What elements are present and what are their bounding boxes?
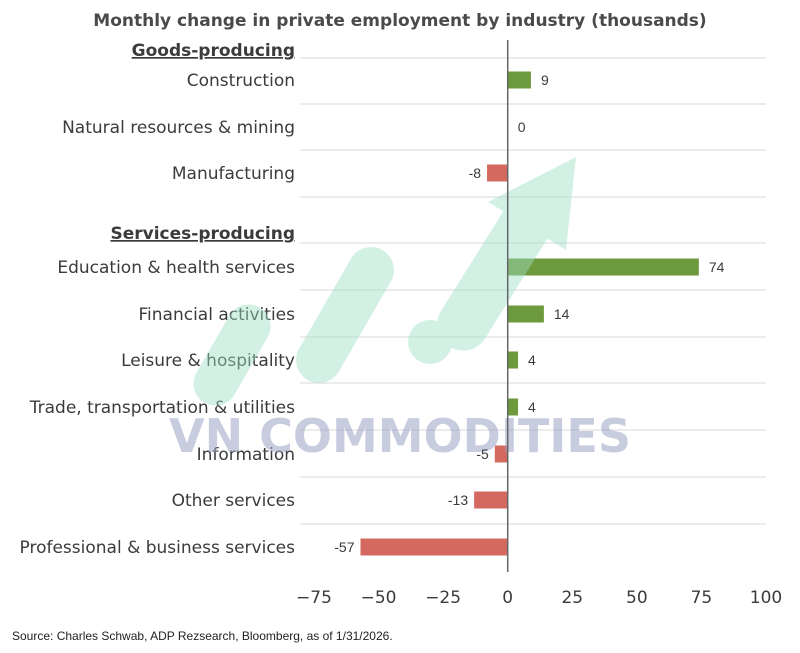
bar [507, 258, 699, 276]
source-note: Source: Charles Schwab, ADP Rezsearch, B… [12, 629, 393, 643]
group-header: Services-producing [110, 224, 295, 244]
category-label: Natural resources & mining [62, 118, 295, 138]
watermark-arrow-shaft [437, 194, 555, 351]
watermark-arrow-head [488, 157, 576, 250]
x-tick-label: 25 [561, 588, 583, 608]
bar [474, 491, 508, 509]
bar [507, 398, 519, 416]
bar [507, 305, 544, 323]
value-labels: 9 0 -8 74 14 4 4 -5 -13 -57 [334, 72, 724, 555]
category-label: Construction [187, 71, 295, 91]
group-header: Goods-producing [132, 41, 295, 61]
bar [487, 164, 508, 182]
category-label: Trade, transportation & utilities [29, 398, 295, 418]
value-label: 4 [528, 399, 536, 415]
x-tick-label: −25 [425, 588, 461, 608]
value-label: -57 [334, 539, 354, 555]
value-label: -8 [469, 165, 482, 181]
watermark-dot [408, 320, 452, 364]
value-label: 9 [541, 72, 549, 88]
bar [494, 445, 508, 463]
x-axis-ticks: −75 −50 −25 0 25 50 75 100 [296, 588, 782, 608]
bar [507, 351, 519, 369]
category-label: Professional & business services [20, 538, 296, 558]
x-tick-label: 50 [626, 588, 648, 608]
value-label: 0 [518, 119, 526, 135]
x-tick-label: 0 [502, 588, 513, 608]
category-label: Education & health services [57, 258, 295, 278]
category-label: Manufacturing [172, 164, 295, 184]
watermark-stripe-2 [296, 246, 394, 384]
watermark-logo: VN COMMODITIES [169, 157, 631, 463]
value-label: -5 [476, 446, 489, 462]
value-label: 74 [709, 259, 725, 275]
category-label: Leisure & hospitality [121, 351, 295, 371]
category-labels: Goods-producing Construction Natural resou… [20, 41, 296, 558]
grid-lines [300, 57, 766, 525]
value-label: 4 [528, 352, 536, 368]
bar [507, 71, 531, 89]
category-label: Other services [172, 491, 296, 511]
x-tick-label: −75 [296, 588, 332, 608]
bars [360, 71, 699, 556]
value-label: 14 [554, 306, 570, 322]
watermark-stripe-1 [193, 304, 271, 406]
category-label: Information [197, 445, 295, 465]
x-tick-label: 75 [691, 588, 713, 608]
x-tick-label: 100 [750, 588, 782, 608]
bar [360, 538, 508, 556]
chart-title: Monthly change in private employment by … [93, 11, 706, 31]
value-label: -13 [448, 492, 468, 508]
watermark-text: VN COMMODITIES [169, 409, 631, 463]
x-tick-label: −50 [361, 588, 397, 608]
category-label: Financial activities [139, 305, 296, 325]
